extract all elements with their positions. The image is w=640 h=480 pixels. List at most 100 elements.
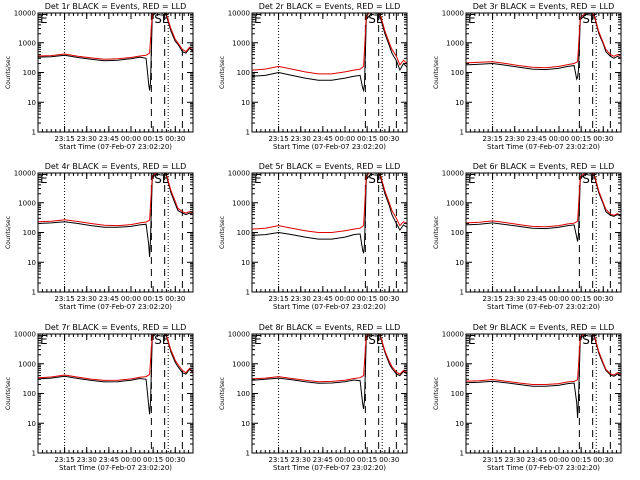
x-tick-label: 00:15 (357, 295, 377, 303)
series-line-lld (252, 13, 407, 75)
panel-title: Det 1r BLACK = Events, RED = LLD (45, 2, 187, 11)
y-tick-label: 10 (455, 420, 464, 428)
x-tick-label: 00:15 (143, 295, 163, 303)
x-tick-label: 23:15 (482, 135, 502, 143)
y-tick-label: 100 (237, 390, 250, 398)
y-tick-label: 1 (246, 450, 250, 458)
y-tick-label: 1 (32, 129, 36, 137)
x-axis-label: Start Time (07-Feb-07 23:02:20) (487, 464, 600, 472)
annotation-e: E (254, 12, 262, 26)
series-line-lld (38, 13, 193, 60)
panel-title: Det 5r BLACK = Events, RED = LLD (259, 162, 401, 171)
y-tick-label: 1000 (446, 39, 464, 47)
series-line-lld (252, 173, 407, 233)
y-tick-label: 1 (246, 129, 250, 137)
x-axis-label: Start Time (07-Feb-07 23:02:20) (59, 464, 172, 472)
panel-title: Det 7r BLACK = Events, RED = LLD (45, 323, 187, 332)
x-axis-label: Start Time (07-Feb-07 23:02:20) (273, 464, 386, 472)
series-line-events (466, 173, 621, 242)
series-line-events (466, 13, 621, 81)
y-axis-label: Counts/sec (219, 377, 226, 410)
y-tick-label: 10000 (442, 170, 464, 178)
annotation-e: E (468, 12, 476, 26)
x-axis-label: Start Time (07-Feb-07 23:02:20) (273, 143, 386, 151)
annotation-e: E (40, 172, 48, 186)
y-tick-label: 10 (241, 420, 250, 428)
x-tick-label: 23:15 (54, 295, 74, 303)
x-axis-label: Start Time (07-Feb-07 23:02:20) (59, 303, 172, 311)
x-tick-label: 00:15 (571, 456, 591, 464)
x-tick-label: 23:30 (291, 456, 311, 464)
y-axis-label: Counts/sec (433, 216, 440, 249)
annotation-e: E (468, 172, 476, 186)
x-tick-label: 00:30 (379, 295, 399, 303)
x-tick-label: 23:30 (77, 135, 97, 143)
y-tick-label: 10000 (442, 331, 464, 339)
y-tick-label: 100 (23, 390, 36, 398)
x-tick-label: 23:30 (291, 135, 311, 143)
x-tick-label: 23:45 (527, 135, 547, 143)
x-tick-label: 00:15 (143, 456, 163, 464)
series-line-events (38, 13, 193, 91)
y-axis-label: Counts/sec (219, 56, 226, 89)
x-axis-label: Start Time (07-Feb-07 23:02:20) (487, 303, 600, 311)
panel-title: Det 8r BLACK = Events, RED = LLD (259, 323, 401, 332)
x-tick-label: 23:45 (527, 456, 547, 464)
panel-title: Det 3r BLACK = Events, RED = LLD (473, 2, 615, 11)
x-tick-label: 23:30 (77, 456, 97, 464)
x-tick-label: 23:15 (482, 456, 502, 464)
series-line-events (38, 334, 193, 415)
series-line-lld (38, 334, 193, 381)
y-tick-label: 10 (455, 99, 464, 107)
series-line-events (252, 173, 407, 254)
y-tick-label: 1 (246, 289, 250, 297)
x-tick-label: 00:30 (593, 456, 613, 464)
x-tick-label: 00:00 (549, 295, 569, 303)
y-axis-label: Counts/sec (433, 377, 440, 410)
series-group (38, 173, 193, 258)
panel-title: Det 2r BLACK = Events, RED = LLD (259, 2, 401, 11)
y-tick-label: 1000 (232, 199, 250, 207)
x-tick-label: 00:00 (121, 135, 141, 143)
series-line-lld (466, 13, 621, 69)
annotation-e: E (468, 333, 476, 347)
y-tick-label: 10000 (442, 10, 464, 18)
series-line-events (38, 173, 193, 258)
series-group (38, 13, 193, 91)
y-tick-label: 1 (32, 289, 36, 297)
series-line-lld (252, 334, 407, 383)
x-tick-label: 00:00 (121, 295, 141, 303)
y-tick-label: 100 (451, 229, 464, 237)
y-tick-label: 10 (27, 99, 36, 107)
x-tick-label: 00:15 (357, 135, 377, 143)
series-line-lld (466, 334, 621, 385)
y-tick-label: 1 (460, 129, 464, 137)
y-tick-label: 1000 (18, 199, 36, 207)
y-tick-label: 100 (451, 69, 464, 77)
y-tick-label: 10 (27, 420, 36, 428)
series-line-lld (466, 173, 621, 228)
series-group (466, 13, 621, 81)
x-tick-label: 00:15 (571, 135, 591, 143)
y-tick-label: 10000 (14, 10, 36, 18)
y-axis-label: Counts/sec (5, 56, 12, 89)
x-tick-label: 23:45 (527, 295, 547, 303)
x-tick-label: 23:45 (313, 135, 333, 143)
y-tick-label: 100 (23, 69, 36, 77)
y-tick-label: 10 (241, 99, 250, 107)
y-tick-label: 10000 (228, 331, 250, 339)
annotation-e: E (254, 172, 262, 186)
series-line-events (252, 334, 407, 410)
x-tick-label: 00:00 (549, 135, 569, 143)
y-tick-label: 10000 (14, 170, 36, 178)
x-tick-label: 00:30 (593, 295, 613, 303)
y-axis-label: Counts/sec (219, 216, 226, 249)
y-tick-label: 100 (451, 390, 464, 398)
x-tick-label: 23:45 (99, 135, 119, 143)
